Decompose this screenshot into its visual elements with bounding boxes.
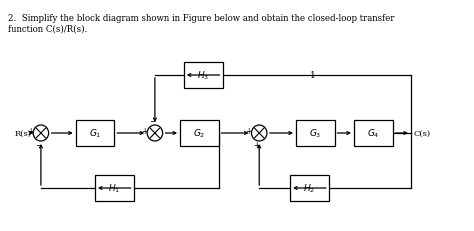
Text: $G_4$: $G_4$ — [367, 127, 380, 140]
Text: +: + — [27, 126, 34, 135]
Ellipse shape — [252, 125, 267, 141]
Bar — [95, 175, 134, 201]
Text: +: + — [253, 141, 259, 150]
Text: 2.  Simplify the block diagram shown in Figure below and obtain the closed-loop : 2. Simplify the block diagram shown in F… — [8, 14, 394, 23]
Text: $H_2$: $H_2$ — [303, 182, 316, 195]
Text: $G_3$: $G_3$ — [309, 127, 321, 140]
Text: 1: 1 — [310, 71, 316, 80]
Bar — [290, 175, 329, 201]
Text: −: − — [35, 141, 41, 150]
Bar — [76, 121, 114, 146]
Text: $G_1$: $G_1$ — [89, 127, 101, 140]
Ellipse shape — [33, 125, 49, 141]
Text: +: + — [246, 126, 252, 135]
Text: R(s): R(s) — [15, 129, 32, 137]
Text: $H_3$: $H_3$ — [197, 70, 210, 82]
Text: C(s): C(s) — [414, 129, 431, 137]
Bar — [180, 121, 219, 146]
Bar — [184, 63, 222, 89]
Text: −: − — [149, 117, 155, 126]
Text: $H_1$: $H_1$ — [108, 182, 120, 195]
Bar — [354, 121, 392, 146]
Ellipse shape — [147, 125, 163, 141]
Bar — [296, 121, 335, 146]
Text: $G_2$: $G_2$ — [193, 127, 206, 140]
Text: function C(s)/R(s).: function C(s)/R(s). — [8, 25, 87, 34]
Text: +: + — [141, 126, 147, 135]
